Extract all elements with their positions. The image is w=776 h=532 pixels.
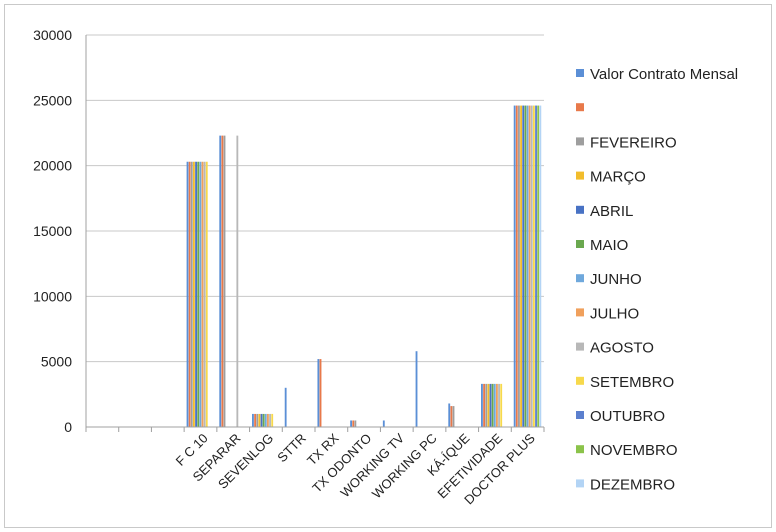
bar (193, 161, 195, 427)
bar (252, 413, 254, 427)
bar (483, 383, 486, 427)
legend-swatch (576, 205, 584, 214)
bar (515, 105, 518, 427)
x-tick-label: STTR (274, 431, 309, 466)
bar (199, 161, 202, 427)
bars (186, 105, 542, 427)
legend-label: MARÇO (590, 169, 646, 186)
legend-label: OUTUBRO (590, 408, 665, 425)
legend-label: Valor Contrato Mensal (590, 66, 738, 83)
legend-swatch (576, 342, 584, 351)
bar (223, 135, 226, 427)
bar (260, 413, 263, 427)
y-tick-label: 5000 (41, 354, 72, 370)
legend-swatch (576, 274, 584, 283)
bar (201, 161, 204, 427)
legend-swatch (576, 411, 584, 419)
bar (203, 161, 206, 427)
bar (382, 420, 385, 427)
y-tick-label: 20000 (33, 158, 72, 174)
y-tick-label: 0 (64, 419, 72, 435)
bar (524, 105, 527, 427)
bar (500, 383, 503, 427)
legend-swatch (576, 103, 584, 112)
legend-label: NOVEMBRO (590, 442, 678, 459)
bar (481, 383, 483, 427)
bar (256, 413, 259, 427)
chart-frame (4, 4, 772, 528)
bar (498, 383, 500, 427)
bar (448, 403, 451, 427)
bar (262, 413, 265, 427)
bar (522, 105, 525, 427)
bar (317, 359, 320, 427)
bar (352, 420, 355, 427)
gridlines (86, 34, 544, 363)
bar (535, 105, 537, 427)
bar (487, 383, 490, 427)
legend-swatch (576, 479, 584, 488)
y-tick-label: 10000 (33, 288, 72, 304)
bar (528, 105, 531, 427)
bar (485, 383, 488, 427)
bar (284, 387, 287, 427)
legend-swatch (576, 445, 584, 454)
bar (537, 105, 540, 427)
bar (271, 413, 274, 427)
legend-label: DEZEMBRO (590, 476, 675, 493)
y-tick-label: 30000 (33, 27, 72, 43)
legend-swatch (576, 240, 584, 248)
legend-swatch (576, 69, 584, 77)
legend-label: JUNHO (590, 271, 642, 288)
bar (354, 420, 357, 427)
legend-label: ABRIL (590, 203, 633, 220)
legend-label: FEVEREIRO (590, 134, 677, 151)
bar (195, 161, 197, 427)
bar (532, 105, 535, 427)
bar (526, 105, 529, 427)
bar (264, 413, 267, 427)
bar (495, 383, 498, 427)
bar (188, 161, 191, 427)
bar (319, 359, 322, 427)
bar (197, 161, 200, 427)
bar (205, 161, 208, 427)
bar (520, 105, 522, 427)
bar (452, 406, 455, 427)
legend: Valor Contrato Mensal FEVEREIRO MARÇO ABRIL… (576, 66, 738, 493)
bar (186, 161, 189, 427)
legend-swatch (576, 308, 584, 317)
y-tick-label: 25000 (33, 92, 72, 108)
legend-label: JULHO (590, 305, 639, 322)
bar (539, 105, 542, 427)
bar (350, 420, 353, 427)
bar (518, 105, 520, 427)
bar (254, 413, 257, 427)
bar (266, 413, 269, 427)
bar (489, 383, 492, 427)
legend-label: AGOSTO (590, 340, 654, 357)
bar (219, 135, 222, 427)
bar (493, 383, 496, 427)
bar (491, 383, 494, 427)
bar (450, 406, 453, 427)
bar (221, 135, 224, 427)
bar (269, 413, 271, 427)
bar (513, 105, 516, 427)
legend-label: SETEMBRO (590, 374, 674, 391)
legend-swatch (576, 171, 584, 180)
legend-label: MAIO (590, 237, 628, 254)
legend-swatch (576, 376, 584, 385)
bar (258, 413, 261, 427)
bar (190, 161, 193, 427)
bar (530, 105, 533, 427)
legend-swatch (576, 137, 584, 146)
bar (415, 351, 418, 427)
bar (236, 135, 239, 427)
y-tick-label: 15000 (33, 223, 72, 239)
y-axis: 0 5000 10000 15000 20000 25000 30000 (33, 27, 87, 435)
